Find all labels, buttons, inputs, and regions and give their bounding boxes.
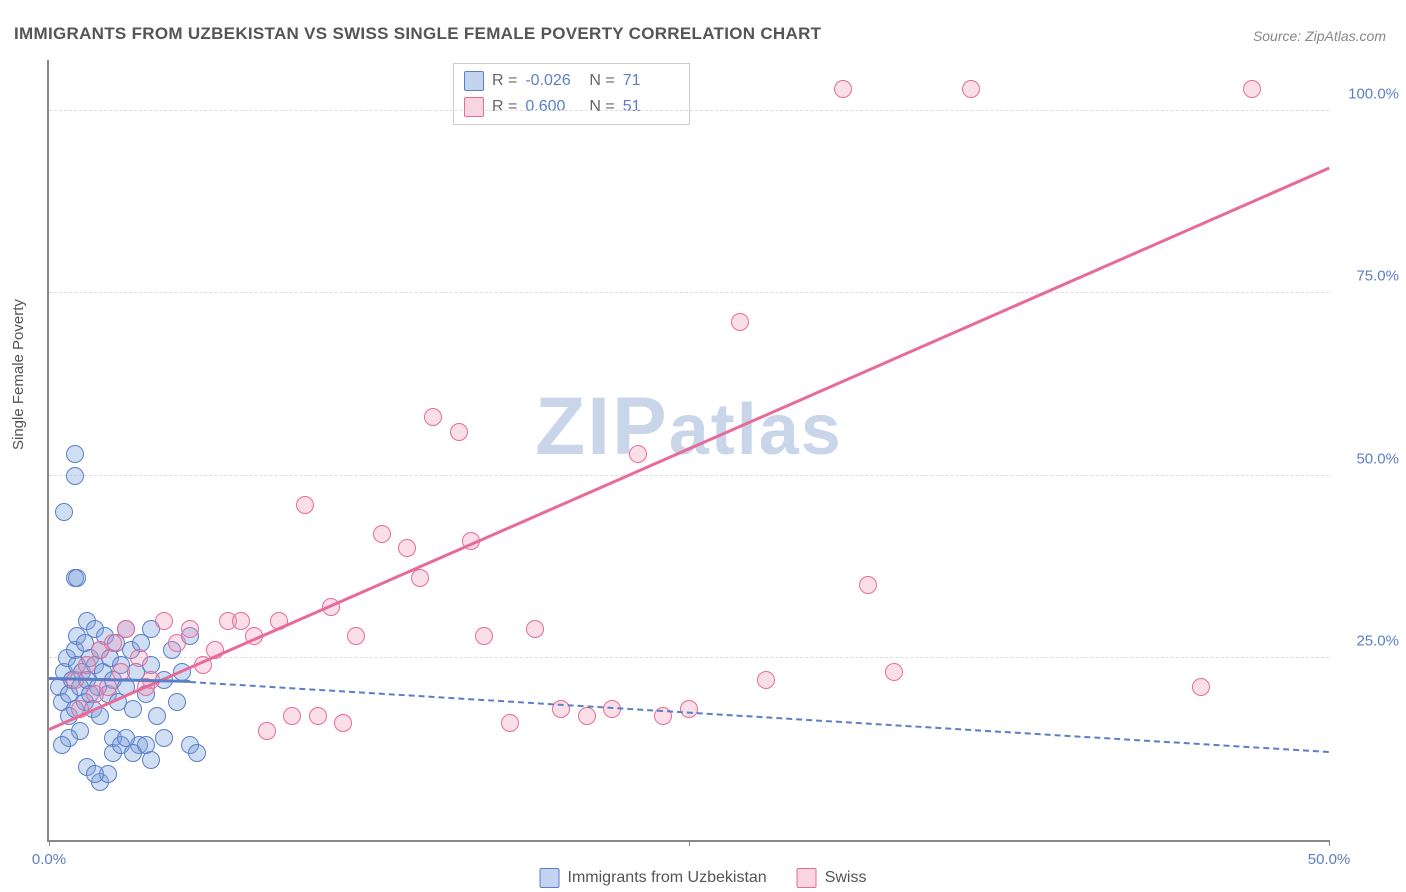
data-point [834,80,852,98]
y-tick-label: 100.0% [1348,86,1399,103]
data-point [450,423,468,441]
data-point [859,576,877,594]
data-point [124,700,142,718]
data-point [68,569,86,587]
data-point [962,80,980,98]
data-point [181,620,199,638]
chart-plot-area: ZIPatlas R = -0.026 N = 71 R = 0.600 N =… [47,60,1329,842]
grid-line [49,657,1329,658]
legend-item-blue: Immigrants from Uzbekistan [540,868,767,888]
data-point [1243,80,1261,98]
data-point [188,744,206,762]
legend-row-pink: R = 0.600 N = 51 [464,94,679,120]
x-tick-label: 50.0% [1308,851,1351,868]
legend-r-value: -0.026 [525,68,581,94]
swatch-pink-icon [797,868,817,888]
data-point [1192,678,1210,696]
legend-n-label: N = [589,68,614,94]
y-tick-label: 75.0% [1356,268,1399,285]
legend-n-value: 51 [623,94,679,120]
data-point [78,656,96,674]
data-point [578,707,596,725]
data-point [334,714,352,732]
data-point [283,707,301,725]
data-point [117,620,135,638]
trend-line [190,681,1329,753]
data-point [232,612,250,630]
data-point [411,569,429,587]
x-tick [49,840,50,846]
data-point [155,612,173,630]
x-tick [1329,840,1330,846]
swatch-pink-icon [464,97,484,117]
legend-r-value: 0.600 [525,94,581,120]
grid-line [49,292,1329,293]
legend-label: Swiss [825,869,867,887]
chart-title: IMMIGRANTS FROM UZBEKISTAN VS SWISS SING… [14,24,821,44]
data-point [104,634,122,652]
legend-row-blue: R = -0.026 N = 71 [464,68,679,94]
data-point [66,467,84,485]
y-tick-label: 50.0% [1356,450,1399,467]
data-point [258,722,276,740]
data-point [347,627,365,645]
y-axis-label: Single Female Poverty [10,299,27,450]
data-point [168,693,186,711]
watermark-text: ZIPatlas [535,380,843,474]
data-point [501,714,519,732]
grid-line [49,110,1329,111]
chart-source: Source: ZipAtlas.com [1253,28,1386,44]
legend-item-pink: Swiss [797,868,867,888]
data-point [309,707,327,725]
data-point [526,620,544,638]
data-point [155,729,173,747]
data-point [168,634,186,652]
legend-n-value: 71 [623,68,679,94]
x-tick-label: 0.0% [32,851,66,868]
x-tick [689,840,690,846]
data-point [55,503,73,521]
series-legend: Immigrants from Uzbekistan Swiss [540,868,867,888]
data-point [148,707,166,725]
legend-r-label: R = [492,94,517,120]
data-point [373,525,391,543]
legend-n-label: N = [589,94,614,120]
data-point [629,445,647,463]
swatch-blue-icon [540,868,560,888]
data-point [86,765,104,783]
grid-line [49,475,1329,476]
legend-r-label: R = [492,68,517,94]
data-point [296,496,314,514]
legend-label: Immigrants from Uzbekistan [568,869,767,887]
data-point [53,736,71,754]
swatch-blue-icon [464,71,484,91]
data-point [142,751,160,769]
data-point [424,408,442,426]
data-point [475,627,493,645]
data-point [731,313,749,331]
correlation-legend: R = -0.026 N = 71 R = 0.600 N = 51 [453,63,690,125]
trend-line [48,166,1329,730]
data-point [680,700,698,718]
data-point [130,649,148,667]
data-point [757,671,775,689]
data-point [398,539,416,557]
data-point [66,445,84,463]
data-point [885,663,903,681]
y-tick-label: 25.0% [1356,632,1399,649]
